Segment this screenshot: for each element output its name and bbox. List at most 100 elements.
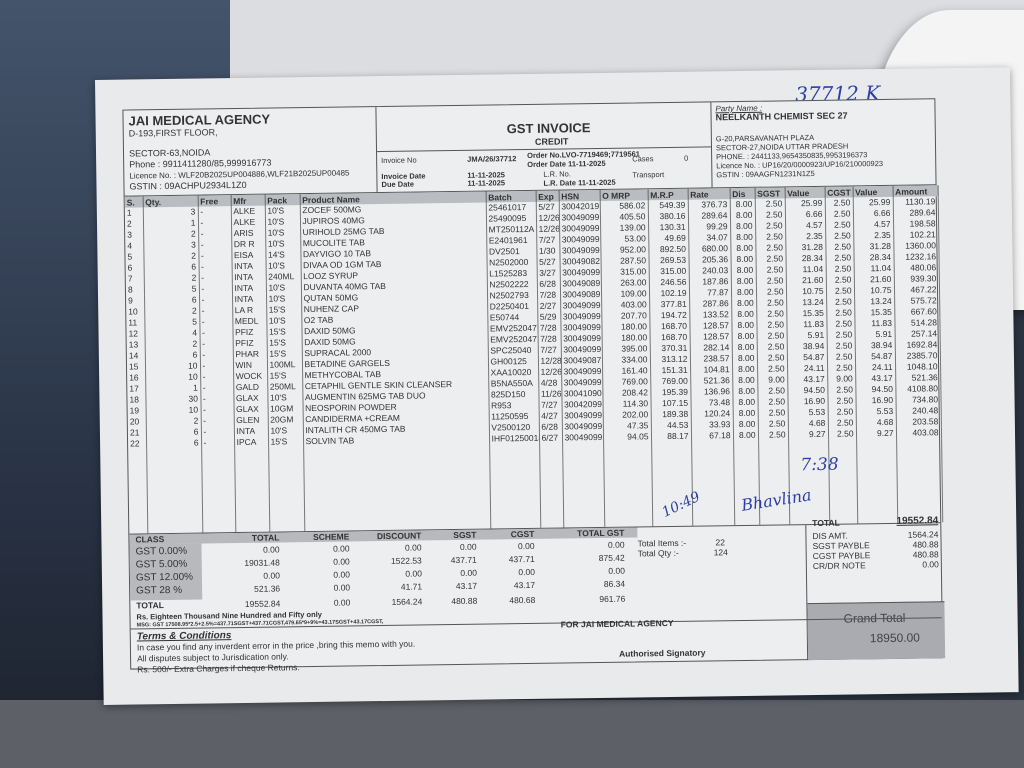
- summary-cell: 0.00: [460, 567, 477, 578]
- cell-s: 21: [127, 427, 147, 439]
- invoice-header: JAI MEDICAL AGENCY D-193,FIRST FLOOR, SE…: [123, 99, 936, 197]
- invoice-no: JMA/26/37712: [467, 154, 517, 164]
- cell-amount: 240.48: [895, 405, 941, 417]
- cell-qty: 10: [144, 360, 201, 373]
- cell-exp: 7/27: [538, 399, 562, 411]
- invoice-type: CREDIT: [534, 136, 569, 147]
- cell-batch: SPC25040: [487, 344, 538, 357]
- cell-qty: 6: [146, 437, 202, 450]
- cell-o-mrp: 395.00: [601, 343, 650, 355]
- cell-mfr: INTA: [232, 293, 267, 306]
- order-date: Order Date 11-11-2025: [527, 158, 606, 169]
- cell-hsn: 30049087: [560, 354, 603, 367]
- cell-dis: 8.00: [731, 297, 757, 310]
- cell-hsn: 30049089: [559, 288, 602, 301]
- cell-hsn: 30049099: [559, 266, 601, 279]
- cell-sgst: 2.50: [754, 198, 785, 210]
- cell-batch: 825D150: [488, 388, 539, 401]
- cell-o-mrp: 180.00: [601, 321, 650, 333]
- cell-exp: 6/28: [538, 421, 562, 433]
- cell-value: 16.90: [855, 394, 896, 407]
- cell-rate: 67.18: [690, 430, 734, 442]
- cell-mfr: GLAX: [233, 403, 268, 416]
- cell-s: 14: [126, 350, 145, 362]
- cell-cgst: 2.50: [824, 197, 853, 209]
- cell-pack: 10'S: [265, 238, 301, 250]
- cell-qty: 2: [144, 338, 200, 351]
- cell-value: 25.99: [852, 196, 893, 209]
- cell-cgst: 2.50: [825, 219, 854, 231]
- cell-dis: 8.00: [729, 209, 756, 222]
- cell-free: -: [199, 316, 233, 328]
- cell-value: 28.34: [785, 252, 826, 265]
- cell-batch: E50744: [487, 311, 538, 324]
- cell-pack: 15'S: [266, 326, 302, 338]
- cell-pack: 14'S: [265, 249, 301, 261]
- cell-cgst: 2.50: [825, 252, 854, 264]
- cell-batch: EMV252047: [487, 333, 538, 346]
- summary-cell: 0.00: [607, 539, 625, 550]
- cell-mfr: INTA: [231, 282, 266, 295]
- gst-summary: TOTAL 19552.84 DIS AMT. 1564.24 SGST PAY…: [129, 515, 946, 661]
- cell-amount: 102.21: [893, 229, 939, 241]
- cell-mfr: ALKE: [230, 216, 266, 229]
- cell-hsn: 30049099: [560, 321, 602, 334]
- cell-value: 6.66: [784, 208, 826, 221]
- cell-exp: 12/28: [537, 355, 562, 367]
- cell-dis: 8.00: [730, 253, 756, 266]
- cell-cgst: 2.50: [825, 241, 854, 253]
- cell-value: 5.53: [787, 406, 828, 419]
- cell-hsn: 30049099: [561, 420, 603, 433]
- cell-m-r-p: 88.17: [650, 430, 692, 443]
- cell-amount: 939.30: [893, 273, 939, 285]
- cell-o-mrp: 180.00: [601, 332, 650, 344]
- cell-batch: N2502222: [486, 278, 537, 291]
- cell-value: 25.99: [784, 197, 825, 210]
- column-header: M.R.P: [647, 188, 688, 201]
- empty-cell: [896, 438, 943, 523]
- summary-cell: 875.42: [598, 552, 625, 564]
- empty-cell: [268, 447, 305, 532]
- cell-dis: 8.00: [731, 341, 757, 354]
- cell-sgst: 2.50: [756, 297, 787, 309]
- cell-rate: 205.36: [688, 254, 731, 266]
- cell-value: 5.53: [855, 405, 896, 418]
- cell-free: -: [199, 338, 233, 350]
- summary-cell: 0.00: [332, 543, 350, 554]
- dis-label: DIS AMT.: [812, 530, 848, 542]
- transport-label: Transport: [632, 170, 665, 180]
- cell-dis: 8.00: [730, 220, 756, 233]
- cell-hsn: 30049099: [560, 332, 602, 345]
- cell-qty: 10: [145, 404, 201, 417]
- empty-cell: [758, 440, 790, 525]
- cell-value: 94.50: [855, 383, 896, 396]
- cases-value: 0: [684, 153, 689, 163]
- empty-cell: [603, 442, 653, 527]
- cell-dis: 8.00: [732, 385, 758, 398]
- for-agency: FOR JAI MEDICAL AGENCY: [560, 617, 674, 630]
- cell-qty: 2: [143, 250, 199, 263]
- cell-value: 54.87: [786, 351, 828, 364]
- cell-amount: 514.28: [894, 317, 940, 329]
- cell-sgst: 2.50: [757, 363, 788, 375]
- cell-s: 2: [124, 218, 144, 230]
- cell-o-mrp: 53.00: [600, 233, 649, 245]
- crdr-note-label: CR/DR NOTE: [812, 560, 866, 572]
- summary-cell: 437.71: [508, 553, 535, 565]
- cell-sgst: 2.50: [755, 275, 786, 287]
- cell-hsn: 30049099: [559, 222, 601, 235]
- summary-total: 961.76: [599, 593, 626, 605]
- cell-o-mrp: 202.00: [602, 409, 651, 421]
- cell-mfr: INTA: [231, 260, 266, 273]
- cell-o-mrp: 769.00: [602, 376, 651, 388]
- cell-hsn: 30049099: [561, 409, 603, 422]
- summary-cell: 19031.48: [244, 557, 280, 568]
- summary-cell: 0.00: [405, 568, 422, 579]
- column-header: Value: [784, 186, 825, 199]
- cell-dis: 8.00: [731, 319, 757, 332]
- cell-batch: EMV252047: [487, 322, 538, 335]
- column-header: Free: [197, 195, 231, 207]
- cell-batch: XAA10020: [488, 366, 539, 379]
- cell-value: 15.35: [786, 307, 827, 320]
- cell-m-r-p: 102.19: [648, 287, 690, 300]
